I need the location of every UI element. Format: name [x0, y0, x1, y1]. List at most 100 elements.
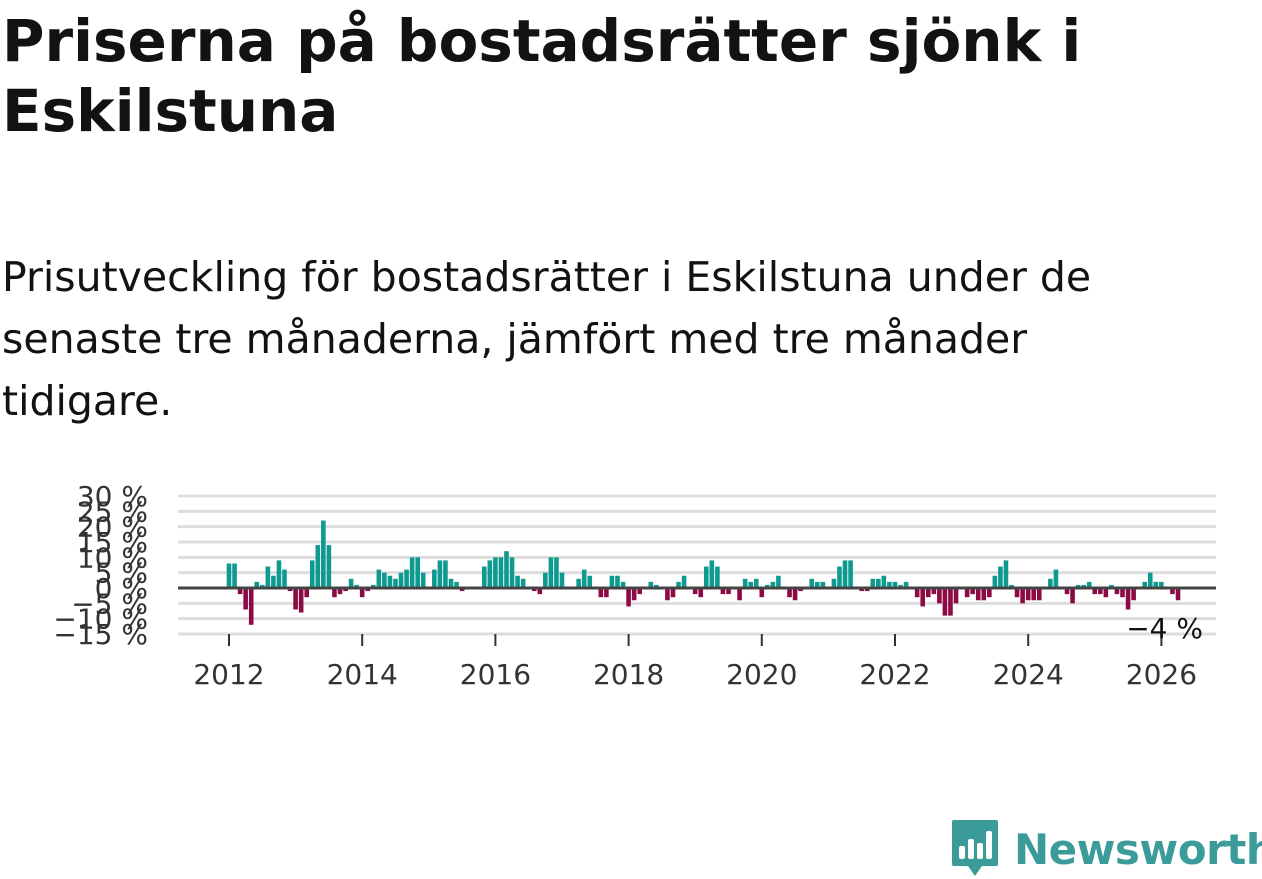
bar [1003, 560, 1009, 588]
bar [887, 581, 892, 588]
bar [698, 588, 704, 598]
bar [631, 588, 637, 601]
y-tick-label: 20 % [77, 511, 148, 544]
bar [1092, 588, 1098, 595]
bar [975, 588, 981, 601]
bar [981, 588, 987, 601]
newsworthy-logo-icon [952, 820, 998, 876]
bar [1120, 588, 1125, 598]
bar [298, 588, 304, 613]
bar [792, 588, 798, 601]
bar [814, 581, 820, 588]
bar [232, 563, 237, 588]
bar [559, 572, 565, 588]
bar [520, 578, 526, 588]
bar [354, 584, 359, 588]
bar [1070, 588, 1075, 604]
bar [776, 575, 781, 588]
bar [654, 584, 659, 588]
bar [437, 560, 443, 588]
bar [770, 581, 776, 588]
bar [1109, 584, 1114, 588]
bar [1031, 588, 1037, 601]
bar [864, 588, 870, 592]
bar [432, 569, 437, 588]
bar [1098, 588, 1103, 595]
bar [376, 569, 382, 588]
bar [332, 588, 337, 598]
bar [1170, 588, 1175, 595]
bar [964, 588, 970, 598]
bar [1025, 588, 1031, 601]
bar [531, 588, 537, 592]
x-tick-label: 2012 [193, 658, 264, 691]
x-axis: 2012 2014 2016 2018 2020 2022 2024 2026 [193, 634, 1197, 691]
bar [260, 584, 265, 588]
bar [703, 566, 709, 588]
bar [1064, 588, 1070, 595]
bar [315, 545, 321, 588]
bar [920, 588, 926, 607]
bar [543, 572, 548, 588]
bar [604, 588, 609, 598]
bar [537, 588, 543, 595]
bar [615, 575, 620, 588]
bar [309, 560, 315, 588]
bar [820, 581, 826, 588]
bar [1075, 584, 1081, 588]
bar [337, 588, 343, 595]
bar [398, 572, 404, 588]
bar [765, 584, 770, 588]
y-tick-label: −5 % [71, 587, 148, 620]
bar [1147, 572, 1153, 588]
bar [892, 581, 898, 588]
last-value-annotation: −4 % [1126, 612, 1203, 645]
bar [970, 588, 975, 595]
bar [992, 575, 998, 588]
bar [1114, 588, 1120, 595]
bar [609, 575, 615, 588]
bar [1009, 584, 1014, 588]
bar [1014, 588, 1020, 598]
bar [1103, 588, 1109, 598]
bar [931, 588, 937, 595]
grid-lines [178, 494, 1216, 636]
bar [365, 588, 371, 592]
bar [942, 588, 948, 616]
bar [587, 575, 593, 588]
bar [876, 578, 881, 588]
bar [598, 588, 604, 598]
bar [321, 520, 326, 588]
x-tick-label: 2018 [593, 658, 664, 691]
bar [809, 578, 815, 588]
bar [726, 588, 731, 595]
bar [948, 588, 953, 616]
bar [842, 560, 848, 588]
bar [798, 588, 803, 592]
bar [753, 578, 759, 588]
bar [914, 588, 920, 598]
bar [859, 588, 864, 592]
bar [548, 557, 554, 588]
bar [1142, 581, 1148, 588]
bar [554, 557, 559, 588]
bar [282, 569, 287, 588]
bar [1131, 588, 1136, 601]
bar [870, 578, 876, 588]
bar [348, 578, 354, 588]
y-axis-labels: 30 %25 %20 %15 %10 %5 %0 %−5 %−10 %−15 % [53, 480, 148, 651]
bar [681, 575, 687, 588]
bar [454, 581, 459, 588]
bar [1159, 581, 1164, 588]
bar [265, 566, 271, 588]
bar [581, 569, 587, 588]
bar [493, 557, 498, 588]
bar [254, 581, 260, 588]
bar [676, 581, 681, 588]
x-tick-label: 2022 [859, 658, 930, 691]
bar [987, 588, 992, 598]
bar [243, 588, 248, 610]
bar [837, 566, 842, 588]
y-tick-label: 15 % [77, 526, 148, 559]
bar [293, 588, 298, 610]
